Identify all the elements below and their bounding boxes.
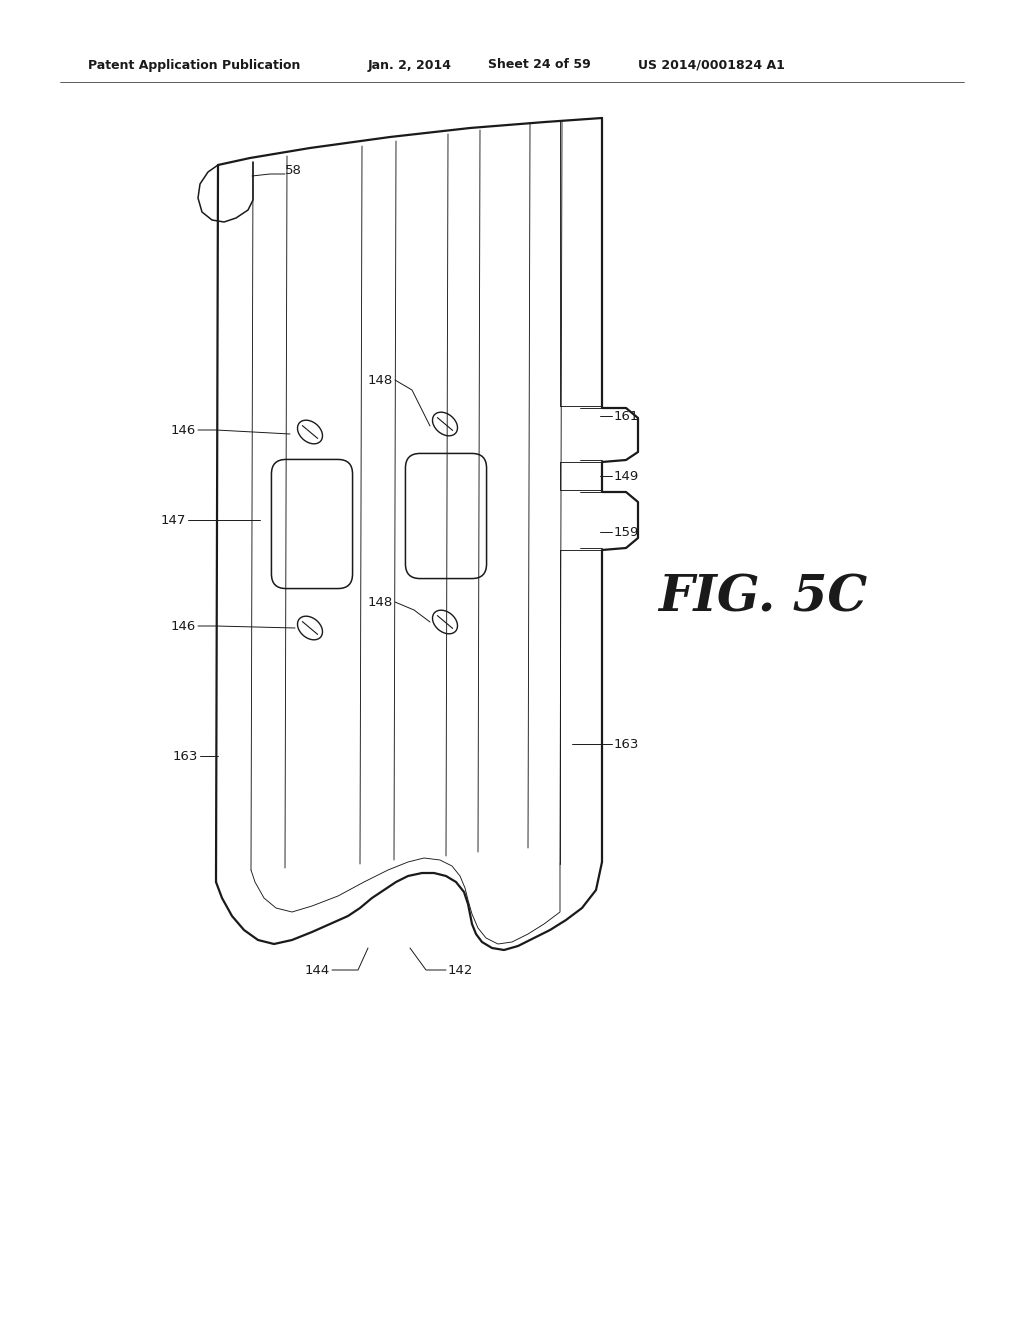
Text: Sheet 24 of 59: Sheet 24 of 59 — [488, 58, 591, 71]
Text: 148: 148 — [368, 595, 393, 609]
Text: 144: 144 — [305, 964, 330, 977]
Text: 146: 146 — [171, 619, 196, 632]
Text: Patent Application Publication: Patent Application Publication — [88, 58, 300, 71]
Text: 148: 148 — [368, 374, 393, 387]
Text: FIG. 5C: FIG. 5C — [658, 573, 867, 623]
Text: 161: 161 — [614, 409, 639, 422]
Text: 163: 163 — [173, 750, 198, 763]
Text: Jan. 2, 2014: Jan. 2, 2014 — [368, 58, 452, 71]
Text: 159: 159 — [614, 525, 639, 539]
Text: US 2014/0001824 A1: US 2014/0001824 A1 — [638, 58, 784, 71]
Text: 163: 163 — [614, 738, 639, 751]
Text: 58: 58 — [285, 165, 302, 177]
Text: 146: 146 — [171, 424, 196, 437]
Text: 142: 142 — [449, 964, 473, 977]
Text: 149: 149 — [614, 470, 639, 483]
Text: 147: 147 — [161, 513, 186, 527]
